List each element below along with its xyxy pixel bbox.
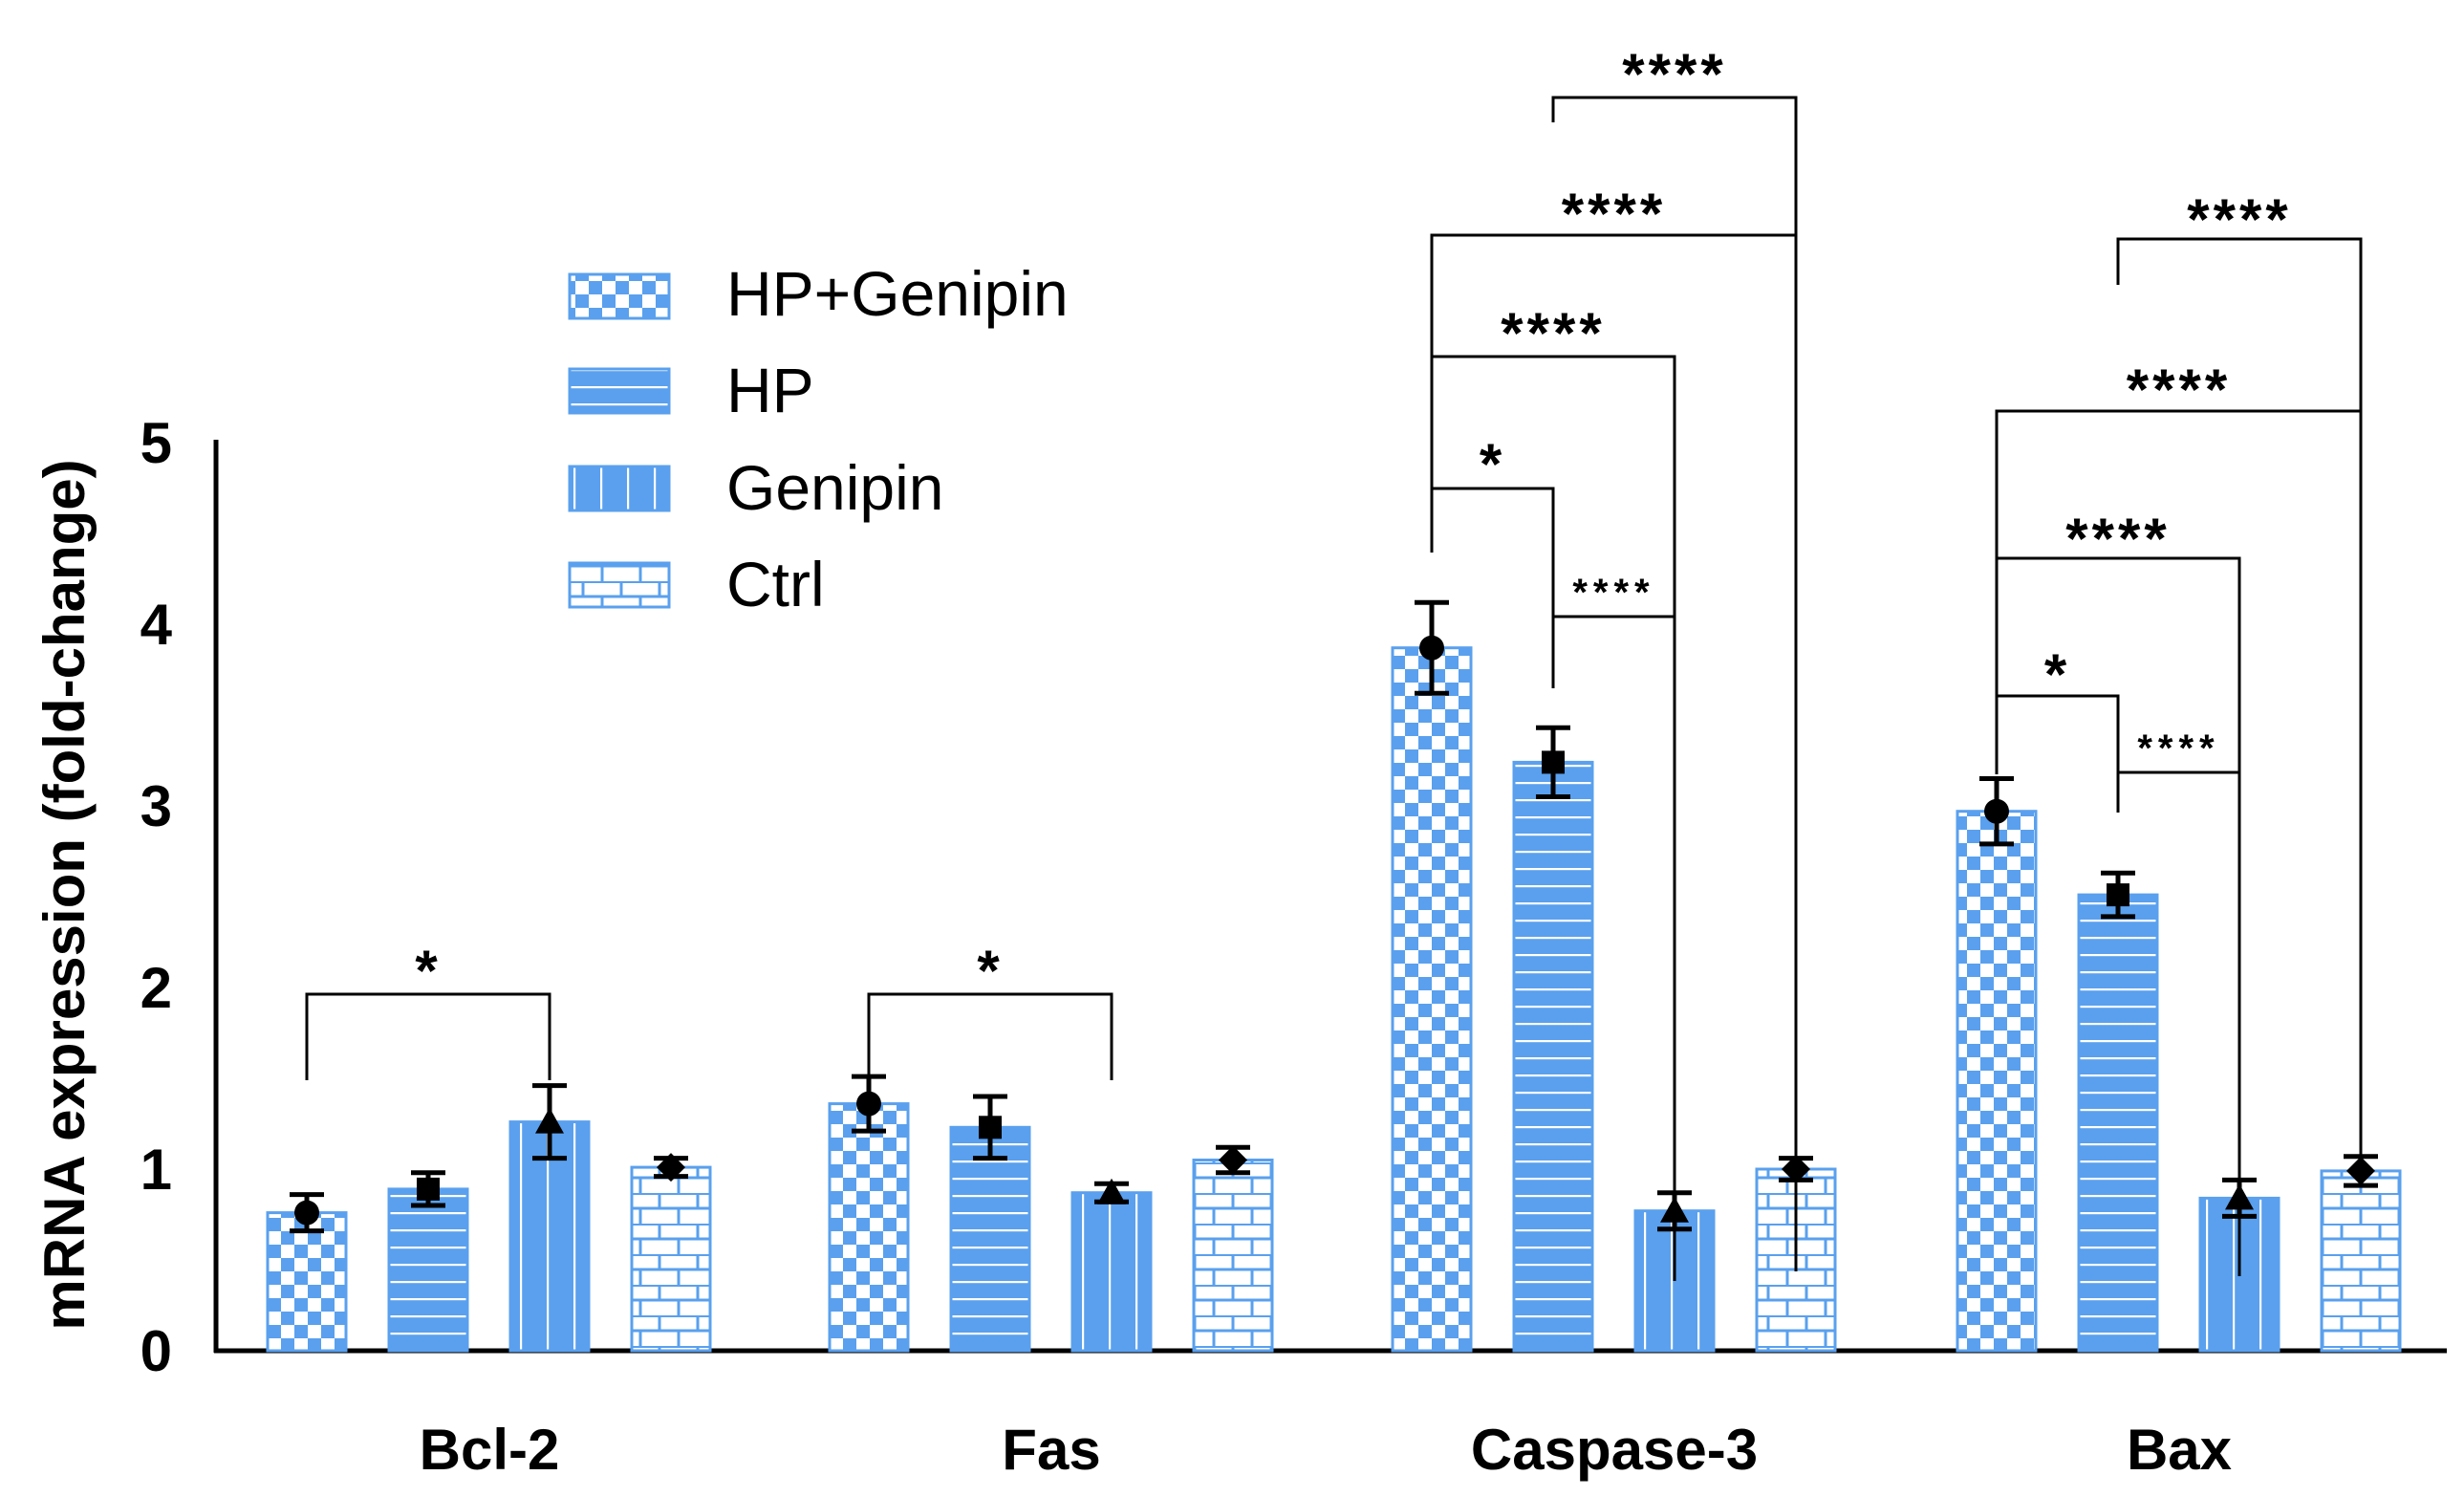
significance-label: ****: [1562, 182, 1666, 246]
x-category-label: Caspase-3: [1471, 1418, 1758, 1482]
legend-swatch: [568, 561, 671, 609]
significance-label: ****: [2187, 187, 2291, 251]
data-point: [1984, 798, 2009, 824]
y-tick-label: 4: [140, 593, 173, 657]
bar: [266, 1211, 348, 1353]
y-tick-label: 5: [140, 411, 172, 475]
legend-label: HP+Genipin: [726, 258, 1069, 329]
significance-label: ****: [2127, 358, 2231, 422]
bar: [1391, 646, 1473, 1353]
significance-bracket: [1995, 694, 2120, 813]
y-tick-label: 0: [140, 1319, 172, 1383]
data-point: [1542, 750, 1565, 774]
data-point: [294, 1200, 319, 1226]
bar: [828, 1102, 910, 1353]
bar: [1512, 760, 1594, 1353]
significance-bracket: [1995, 556, 2241, 1276]
significance-bracket: [1430, 355, 1676, 1281]
significance-layer: * ***********************************: [305, 42, 2363, 1281]
significance-bracket: [1430, 233, 1798, 1271]
legend-swatch: [568, 367, 671, 415]
y-tick-label: 3: [140, 774, 172, 838]
legend: HP+Genipin HP Genipin Ctrl: [568, 258, 1069, 619]
bar: [2320, 1169, 2402, 1353]
significance-bracket: [867, 992, 1113, 1080]
significance-bracket: [305, 992, 551, 1080]
x-category-label: Bcl-2: [420, 1418, 560, 1482]
x-category-label: Bax: [2127, 1418, 2232, 1482]
data-point: [417, 1177, 440, 1201]
significance-label: ****: [2065, 507, 2170, 571]
data-point: [1097, 1178, 1126, 1204]
legend-label: HP: [726, 355, 814, 425]
y-tick-label: 1: [140, 1138, 172, 1202]
significance-bracket: [1551, 96, 1798, 1147]
significance-label: ****: [1572, 572, 1654, 614]
data-point: [535, 1107, 564, 1134]
bar: [1192, 1159, 1274, 1353]
data-point: [1419, 635, 1444, 661]
legend-label: Ctrl: [726, 549, 825, 619]
significance-label: *: [977, 939, 1003, 1003]
y-tick-label: 2: [140, 956, 172, 1020]
bar: [387, 1187, 469, 1353]
bar: [1070, 1191, 1153, 1353]
data-point: [1219, 1145, 1247, 1175]
legend-label: Genipin: [726, 452, 944, 523]
legend-swatch: [568, 272, 671, 320]
significance-label: ****: [1622, 42, 1726, 106]
bars-layer: [266, 599, 2402, 1353]
bar: [630, 1165, 712, 1353]
significance-label: *: [415, 939, 441, 1003]
significance-label: *: [2044, 642, 2070, 706]
data-point: [2346, 1156, 2375, 1185]
significance-label: ****: [1501, 301, 1605, 365]
significance-bracket: [1430, 487, 1555, 688]
y-axis-label: mRNA expression (fold-change): [32, 459, 97, 1330]
significance-label: *: [1480, 432, 1505, 496]
bar: [2077, 893, 2159, 1353]
significance-bracket: [1995, 409, 2363, 1161]
data-point: [657, 1153, 685, 1182]
data-point: [979, 1116, 1002, 1139]
bar: [1956, 810, 2038, 1353]
data-point: [856, 1091, 881, 1117]
significance-label: ****: [2137, 727, 2219, 770]
significance-bracket: [2116, 237, 2363, 1147]
legend-swatch: [568, 465, 671, 512]
data-point: [2107, 883, 2129, 907]
x-category-label: Fas: [1002, 1418, 1100, 1482]
bar: [949, 1125, 1031, 1353]
